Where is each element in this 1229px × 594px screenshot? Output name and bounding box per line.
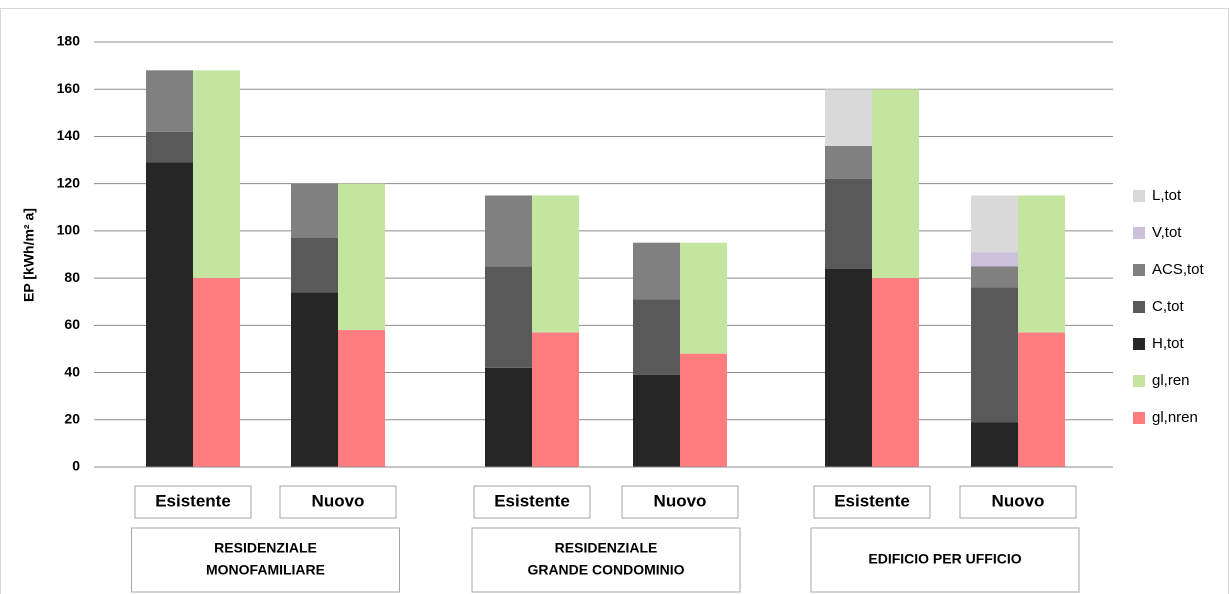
bar-segment [680, 242, 727, 354]
legend-swatch [1133, 227, 1145, 239]
category-box [279, 485, 397, 519]
category-box [813, 485, 931, 519]
bar-segment [1018, 195, 1065, 333]
bar-segment [680, 353, 727, 467]
bar-segment [532, 195, 579, 333]
bar-segment [291, 183, 338, 238]
legend-label: H,tot [1152, 335, 1185, 352]
bar-segment [146, 131, 193, 163]
bar-segment [971, 422, 1018, 467]
legend-label: L,tot [1152, 187, 1182, 204]
legend-label: gl,ren [1152, 372, 1190, 389]
bar-segment [338, 330, 385, 467]
y-tick-label: 140 [57, 127, 81, 143]
x-tick-label: Esistente [834, 491, 910, 510]
group-label: MONOFAMILIARE [206, 562, 325, 578]
bar-segment [825, 178, 872, 269]
y-tick-label: 40 [64, 363, 80, 379]
bar-segment [193, 278, 240, 467]
bar-segment [485, 266, 532, 368]
bar-segment [872, 89, 919, 279]
bar-segment [291, 292, 338, 467]
group-box [471, 527, 741, 593]
bar-segment [532, 332, 579, 467]
legend-label: ACS,tot [1152, 261, 1205, 278]
bar-segment [825, 268, 872, 467]
legend-label: C,tot [1152, 298, 1185, 315]
group-box [131, 527, 400, 593]
bar-segment [633, 242, 680, 300]
group-label: EDIFICIO PER UFFICIO [868, 551, 1021, 567]
legend-swatch [1133, 338, 1145, 350]
y-tick-label: 100 [57, 222, 81, 238]
x-tick-label: Esistente [494, 491, 570, 510]
bar-segment [146, 70, 193, 132]
y-tick-label: 20 [64, 410, 80, 426]
bar-segment [1018, 332, 1065, 467]
bar-segment [291, 237, 338, 293]
legend-swatch [1133, 301, 1145, 313]
bar-segment [633, 374, 680, 467]
group-label: RESIDENZIALE [555, 540, 658, 556]
group-box [810, 527, 1080, 593]
legend-label: V,tot [1152, 224, 1182, 241]
bar-segment [971, 195, 1018, 253]
category-box [959, 485, 1077, 519]
group-label: RESIDENZIALE [214, 540, 317, 556]
bar-segment [971, 287, 1018, 423]
bar-segment [825, 145, 872, 179]
x-tick-label: Nuovo [992, 491, 1045, 510]
y-tick-label: 180 [57, 33, 81, 49]
bar-segment [338, 183, 385, 331]
x-tick-label: Nuovo [654, 491, 707, 510]
y-tick-label: 80 [64, 269, 80, 285]
bar-segment [146, 162, 193, 467]
legend-swatch [1133, 412, 1145, 424]
legend-swatch [1133, 375, 1145, 387]
category-box [621, 485, 739, 519]
bar-segment [485, 195, 532, 267]
bar-segment [633, 299, 680, 375]
bar-segment [971, 266, 1018, 288]
bar-segment [971, 252, 1018, 267]
bar-segment [872, 278, 919, 467]
bar-segment [825, 89, 872, 146]
category-box [473, 485, 591, 519]
legend-label: gl,nren [1152, 409, 1198, 426]
bar-segment [193, 70, 240, 279]
bar-segment [485, 367, 532, 467]
y-tick-label: 0 [72, 458, 80, 474]
y-tick-label: 160 [57, 80, 81, 96]
legend-swatch [1133, 190, 1145, 202]
y-tick-label: 120 [57, 174, 81, 190]
x-tick-label: Esistente [155, 491, 231, 510]
x-tick-label: Nuovo [312, 491, 365, 510]
category-box [134, 485, 252, 519]
legend-swatch [1133, 264, 1145, 276]
group-label: GRANDE CONDOMINIO [527, 562, 684, 578]
y-axis-label: EP [kWh/m² a] [21, 208, 37, 302]
y-tick-label: 60 [64, 316, 80, 332]
